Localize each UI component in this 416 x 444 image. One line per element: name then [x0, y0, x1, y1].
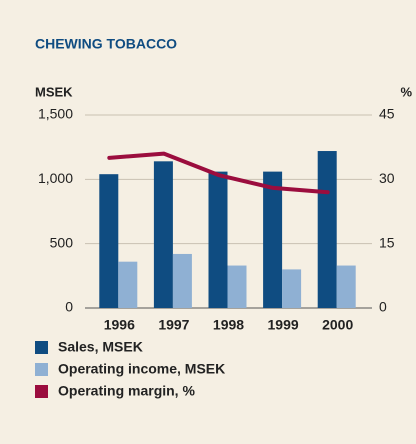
- bar: [172, 253, 192, 308]
- bar: [99, 174, 119, 308]
- x-tick-label: 1997: [158, 317, 189, 333]
- y-tick-label: 0: [65, 299, 73, 315]
- legend-swatch: [35, 341, 48, 354]
- y2-tick-label: 30: [379, 170, 395, 186]
- bar: [208, 171, 228, 308]
- legend-label: Operating margin, %: [58, 383, 195, 399]
- x-tick-label: 1998: [213, 317, 244, 333]
- y-tick-label: 500: [50, 234, 74, 250]
- bar: [336, 265, 356, 308]
- y2-tick-label: 45: [379, 106, 395, 122]
- bar: [282, 269, 302, 308]
- y2-tick-label: 0: [379, 299, 387, 315]
- line: [107, 151, 330, 195]
- bar: [263, 171, 283, 308]
- legend-swatch: [35, 363, 48, 376]
- y2-tick-label: 15: [379, 234, 395, 250]
- bar: [118, 261, 138, 308]
- bar: [153, 161, 173, 308]
- x-tick-label: 1996: [104, 317, 135, 333]
- bar: [317, 151, 337, 308]
- y2-axis-label: %: [400, 84, 412, 99]
- legend-label: Operating income, MSEK: [58, 361, 225, 377]
- legend-label: Sales, MSEK: [58, 339, 143, 355]
- y-axis-label: MSEK: [35, 84, 73, 99]
- chart-title: CHEWING TOBACCO: [35, 36, 177, 52]
- y-tick-label: 1,500: [38, 106, 73, 122]
- bar: [227, 265, 247, 308]
- x-tick-label: 1999: [268, 317, 299, 333]
- y-tick-label: 1,000: [38, 170, 73, 186]
- legend-swatch: [35, 385, 48, 398]
- x-tick-label: 2000: [322, 317, 353, 333]
